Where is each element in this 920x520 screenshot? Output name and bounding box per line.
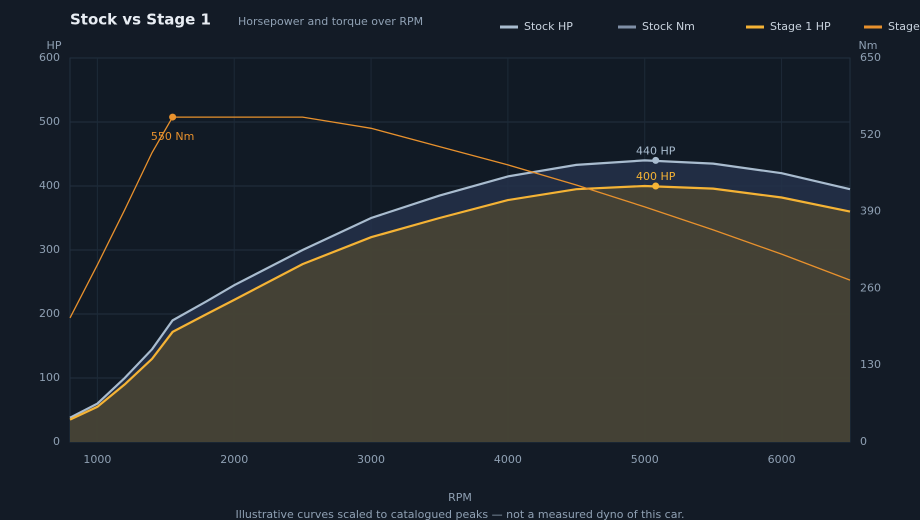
x-axis-label: RPM xyxy=(448,491,472,504)
y2-tick-label: 650 xyxy=(860,51,881,64)
legend-label: Stock HP xyxy=(524,20,573,33)
series-line xyxy=(69,116,851,319)
y2-tick-label: 260 xyxy=(860,281,881,294)
chart-title: Stock vs Stage 1 xyxy=(70,11,211,29)
y-tick-label: 400 xyxy=(39,179,60,192)
annotation: 400 HP xyxy=(636,170,676,183)
series-line xyxy=(69,184,851,421)
y-tick-label: 500 xyxy=(39,115,60,128)
y2-tick-label: 130 xyxy=(860,358,881,371)
y-tick-label: 100 xyxy=(39,371,60,384)
y2-axis-label: Nm xyxy=(859,39,878,52)
y-tick-label: 0 xyxy=(53,435,60,448)
x-tick-label: 4000 xyxy=(494,453,522,466)
peak-marker xyxy=(169,113,177,121)
y2-tick-label: 0 xyxy=(860,435,867,448)
series-area xyxy=(70,186,850,442)
legend-label: Stock Nm xyxy=(642,20,695,33)
x-tick-label: 5000 xyxy=(631,453,659,466)
y-tick-label: 200 xyxy=(39,307,60,320)
x-tick-label: 3000 xyxy=(357,453,385,466)
legend-label: Stage 1 HP xyxy=(770,20,831,33)
annotation: 550 Nm xyxy=(151,130,194,143)
y-tick-label: 300 xyxy=(39,243,60,256)
y2-tick-label: 390 xyxy=(860,205,881,218)
chart-subtitle: Horsepower and torque over RPM xyxy=(238,15,423,28)
peak-marker xyxy=(652,182,660,190)
footnote: Illustrative curves scaled to catalogued… xyxy=(236,508,685,520)
annotation: 440 HP xyxy=(636,144,676,157)
y-axis-label: HP xyxy=(47,39,62,52)
y2-tick-label: 520 xyxy=(860,128,881,141)
x-tick-label: 2000 xyxy=(220,453,248,466)
peak-marker xyxy=(652,156,660,164)
y-tick-label: 600 xyxy=(39,51,60,64)
legend-label: Stage 1 Nm xyxy=(888,20,920,33)
x-tick-label: 1000 xyxy=(83,453,111,466)
series-line xyxy=(69,159,851,419)
x-tick-label: 6000 xyxy=(768,453,796,466)
